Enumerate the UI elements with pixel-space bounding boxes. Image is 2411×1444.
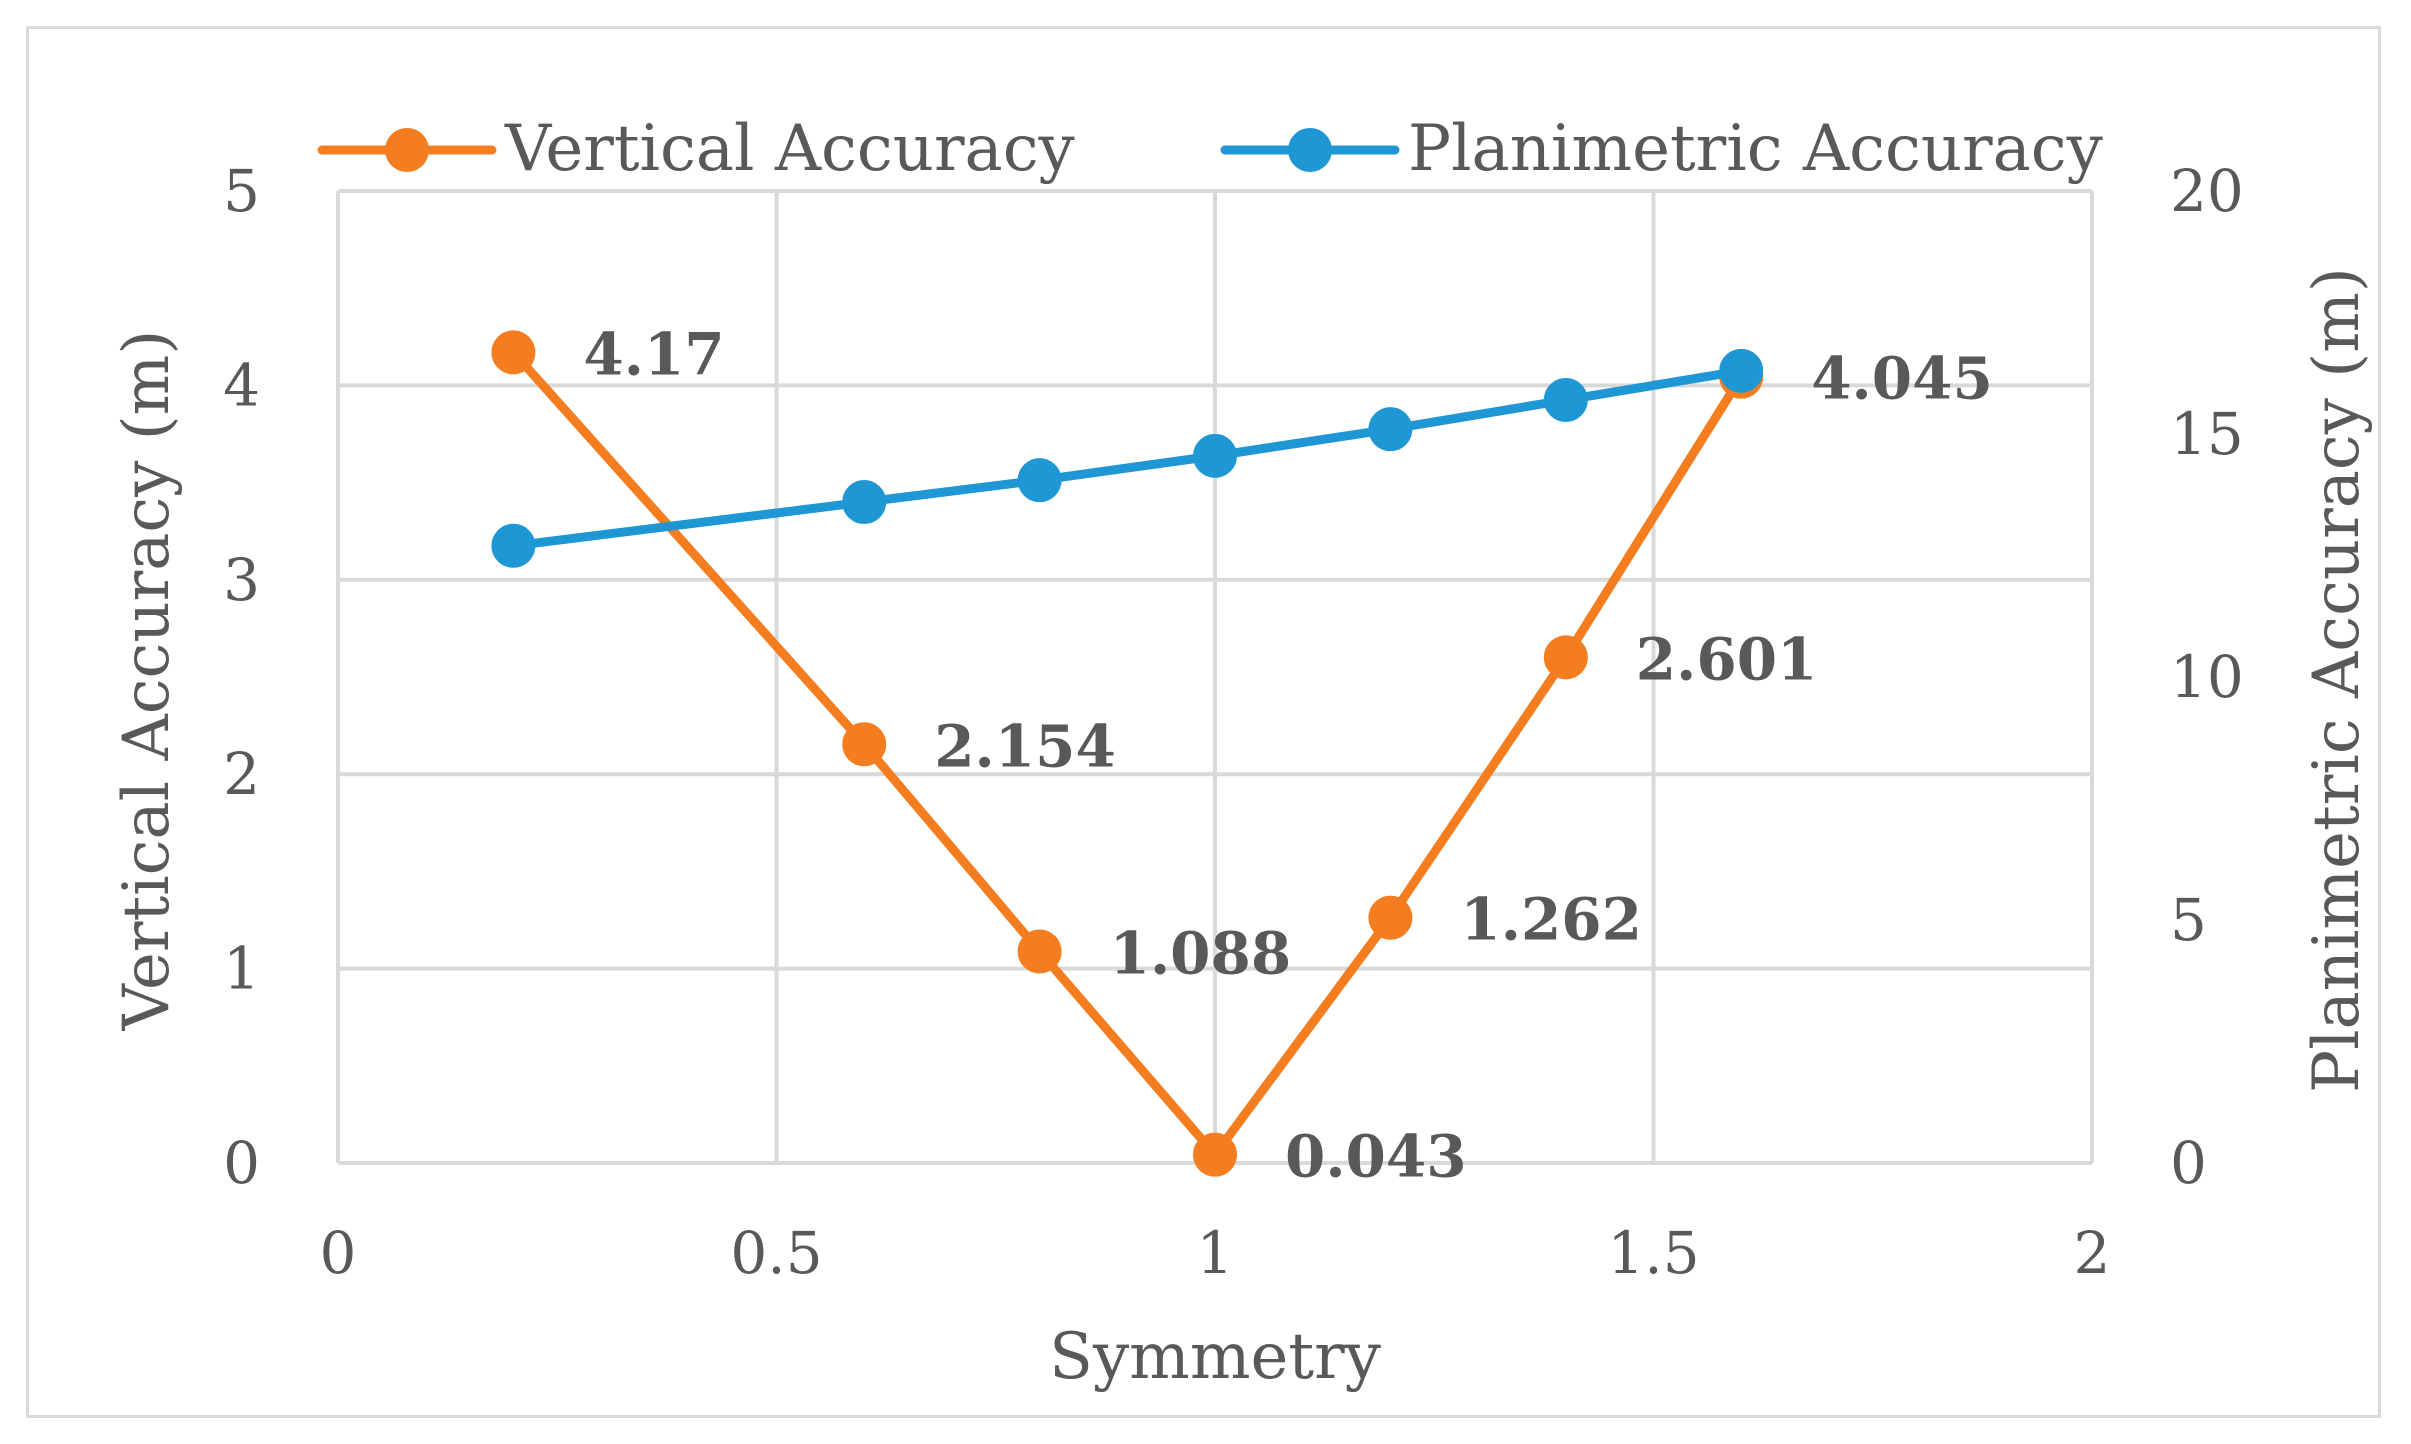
data-point-vertical (1017, 929, 1062, 974)
data-point-planimetric (1193, 433, 1237, 478)
x-tick-label: 0.5 (730, 1219, 822, 1287)
data-point-vertical (1543, 635, 1588, 680)
data-point-vertical (491, 330, 536, 375)
y-tick-label: 1 (223, 935, 260, 1003)
data-point-vertical (842, 722, 887, 767)
y2-tick-label: 20 (2170, 157, 2244, 225)
data-point-planimetric (491, 523, 536, 568)
legend-item-vertical[interactable]: Vertical Accuracy (317, 112, 1075, 186)
y2-axis-title: Planimetric Accuracy (m) (2300, 267, 2374, 1093)
data-label-vertical: 4.045 (1811, 345, 1993, 413)
data-label-vertical: 2.154 (934, 712, 1116, 780)
x-tick-label: 1.5 (1607, 1219, 1699, 1287)
legend-item-planimetric[interactable]: Planimetric Accuracy (1220, 112, 2103, 186)
grid-layer (336, 189, 2094, 1165)
y2-tick-label: 0 (2170, 1129, 2207, 1197)
x-tick-label: 2 (2074, 1219, 2111, 1287)
y-tick-label: 4 (223, 351, 260, 419)
data-point-planimetric (1368, 407, 1413, 452)
legend-marker-vertical (385, 128, 429, 172)
legend-label-planimetric: Planimetric Accuracy (1408, 112, 2103, 186)
y2-tick-label: 10 (2170, 643, 2244, 711)
y-tick-label: 2 (223, 740, 260, 808)
data-label-vertical: 1.088 (1110, 919, 1292, 987)
chart-frame (26, 26, 2381, 1418)
x-axis-title: Symmetry (1049, 1320, 1381, 1394)
y-axis-title: Vertical Accuracy (m) (110, 330, 184, 1032)
series-layer (491, 330, 1764, 1177)
legend-label-vertical: Vertical Accuracy (504, 112, 1075, 186)
legend-layer: Vertical Accuracy Planimetric Accuracy (317, 112, 2103, 186)
data-label-vertical: 0.043 (1285, 1123, 1467, 1191)
data-point-planimetric (842, 480, 887, 525)
label-layer: 4.17 2.154 1.088 0.043 1.262 2.601 4.045 (583, 320, 1992, 1190)
y-tick-label: 3 (223, 546, 260, 614)
data-label-vertical: 1.262 (1460, 886, 1642, 954)
data-point-planimetric (1017, 458, 1062, 503)
legend-marker-planimetric (1288, 128, 1332, 172)
data-label-vertical: 2.601 (1636, 625, 1818, 693)
y-tick-label: 0 (223, 1129, 260, 1197)
x-tick-label: 0 (320, 1219, 357, 1287)
y-tick-label: 5 (223, 157, 260, 225)
data-point-planimetric (1543, 377, 1588, 422)
data-point-vertical (1193, 1132, 1237, 1177)
data-label-vertical: 4.17 (583, 320, 724, 388)
data-point-vertical (1368, 895, 1413, 940)
data-point-planimetric (1719, 348, 1764, 393)
x-tick-label: 1 (1197, 1219, 1234, 1287)
y2-tick-label: 5 (2170, 886, 2207, 954)
y2-tick-label: 15 (2170, 400, 2244, 468)
series-line-vertical (508, 347, 1746, 1160)
